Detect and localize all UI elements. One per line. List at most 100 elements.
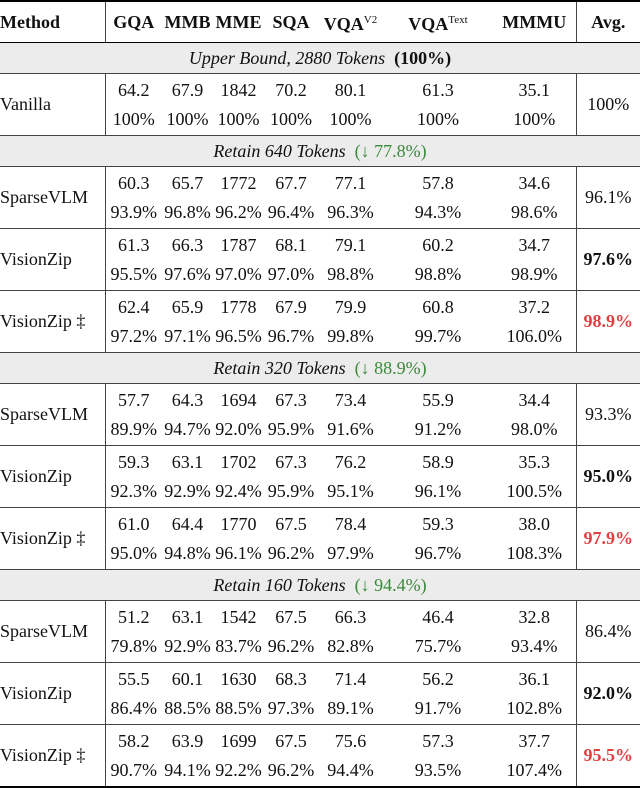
percent: 97.6% xyxy=(164,263,211,284)
score-cell: 32.8 93.4% xyxy=(493,600,576,663)
score-cell: 37.2 106.0% xyxy=(493,290,576,353)
percent: 100% xyxy=(417,108,459,129)
score: 60.2 xyxy=(422,234,454,255)
percent: 96.5% xyxy=(215,325,262,346)
score-cell: 65.7 96.8% xyxy=(162,166,213,229)
score-cell: 55.5 86.4% xyxy=(105,662,162,725)
score: 67.5 xyxy=(275,513,307,534)
avg-cell: 92.0% xyxy=(575,662,640,725)
score: 71.4 xyxy=(334,668,367,689)
avg-cell: 93.3% xyxy=(575,383,640,446)
score: 67.3 xyxy=(275,389,307,410)
header-text: MMMU xyxy=(502,11,567,32)
avg-cell: 98.9% xyxy=(575,290,640,353)
score: 57.3 xyxy=(422,730,454,751)
header-text: MMB xyxy=(164,11,211,32)
percent: 94.3% xyxy=(414,201,462,222)
percent: 94.4% xyxy=(327,759,374,780)
score: 66.3 xyxy=(171,234,204,255)
score-cell: 61.3 95.5% xyxy=(105,228,162,291)
score: 61.0 xyxy=(118,513,150,534)
score: 35.3 xyxy=(518,451,551,472)
data-row: SparseVLM 60.3 93.9% 65.7 96.8% 1772 96.2% 67.7… xyxy=(0,166,640,229)
score-cell: 1772 96.2% xyxy=(213,166,264,229)
score: 59.3 xyxy=(118,451,150,472)
score: 1778 xyxy=(220,296,257,317)
header-text: VQA xyxy=(323,13,364,34)
method-cell: SparseVLM xyxy=(0,166,106,229)
percent: 100.5% xyxy=(506,480,563,501)
score-cell: 64.4 94.8% xyxy=(162,507,213,570)
data-row: VisionZip 59.3 92.3% 63.1 92.9% 1702 92.4% 67.3… xyxy=(0,445,640,508)
score-cell: 79.1 98.8% xyxy=(318,228,383,291)
column-header: MMMU xyxy=(493,0,576,43)
data-row: VisionZip ‡ 62.4 97.2% 65.9 97.1% 1778 96.5% 67… xyxy=(0,290,640,353)
percent: 95.9% xyxy=(267,418,315,439)
section-note: (↓ 94.4%) xyxy=(354,574,427,595)
score-cell: 70.2 100% xyxy=(264,73,318,136)
score: 67.7 xyxy=(275,172,307,193)
score-cell: 1842 100% xyxy=(213,73,264,136)
percent: 88.5% xyxy=(215,697,262,718)
method-cell: VisionZip ‡ xyxy=(0,507,106,570)
percent: 96.7% xyxy=(267,325,315,346)
column-header: Avg. xyxy=(575,0,640,43)
percent: 83.7% xyxy=(215,635,262,656)
percent: 98.0% xyxy=(511,418,558,439)
percent: 79.8% xyxy=(110,635,158,656)
percent: 100% xyxy=(217,108,260,129)
section-row: Retain 160 Tokens (↓ 94.4%) xyxy=(0,569,640,601)
score: 62.4 xyxy=(118,296,150,317)
score-cell: 59.3 92.3% xyxy=(105,445,162,508)
score-cell: 61.3 100% xyxy=(383,73,493,136)
score: 1699 xyxy=(220,730,257,751)
score-cell: 35.1 100% xyxy=(493,73,576,136)
percent: 100% xyxy=(513,108,556,129)
method-cell: SparseVLM xyxy=(0,600,106,663)
header-text: Method xyxy=(0,11,60,32)
section-title: Upper Bound, 2880 Tokens xyxy=(188,47,386,68)
data-row: VisionZip 55.5 86.4% 60.1 88.5% 1630 88.5% 68.3… xyxy=(0,662,640,725)
score-cell: 51.2 79.8% xyxy=(105,600,162,663)
score: 1702 xyxy=(220,451,257,472)
percent: 91.7% xyxy=(414,697,462,718)
score-cell: 60.2 98.8% xyxy=(383,228,493,291)
percent: 108.3% xyxy=(506,542,563,563)
score-cell: 46.4 75.7% xyxy=(383,600,493,663)
percent: 96.3% xyxy=(327,201,374,222)
percent: 82.8% xyxy=(327,635,374,656)
avg-cell: 100% xyxy=(575,73,640,136)
score-cell: 36.1 102.8% xyxy=(493,662,576,725)
score: 63.1 xyxy=(171,451,204,472)
percent: 95.9% xyxy=(267,480,315,501)
section-row: Upper Bound, 2880 Tokens (100%) xyxy=(0,42,640,74)
score: 79.9 xyxy=(334,296,367,317)
section-title-cell: Retain 320 Tokens (↓ 88.9%) xyxy=(0,352,640,384)
percent: 92.2% xyxy=(215,759,262,780)
score-cell: 60.8 99.7% xyxy=(383,290,493,353)
score-cell: 73.4 91.6% xyxy=(318,383,383,446)
method-cell: Vanilla xyxy=(0,73,106,136)
score-cell: 75.6 94.4% xyxy=(318,724,383,788)
score: 61.3 xyxy=(118,234,150,255)
score-cell: 37.7 107.4% xyxy=(493,724,576,788)
score: 1542 xyxy=(220,606,257,627)
avg-cell: 95.0% xyxy=(575,445,640,508)
score: 37.2 xyxy=(518,296,551,317)
percent: 96.2% xyxy=(215,201,262,222)
percent: 96.8% xyxy=(164,201,211,222)
score: 55.9 xyxy=(422,389,454,410)
score: 66.3 xyxy=(334,606,367,627)
method-cell: VisionZip xyxy=(0,445,106,508)
score-cell: 67.3 95.9% xyxy=(264,383,318,446)
score-cell: 66.3 82.8% xyxy=(318,600,383,663)
score: 61.3 xyxy=(422,79,454,100)
score-cell: 56.2 91.7% xyxy=(383,662,493,725)
score: 51.2 xyxy=(118,606,150,627)
method-cell: VisionZip xyxy=(0,662,106,725)
score: 1787 xyxy=(220,234,257,255)
percent: 97.2% xyxy=(110,325,158,346)
score: 1630 xyxy=(220,668,257,689)
score-cell: 63.9 94.1% xyxy=(162,724,213,788)
section-row: Retain 320 Tokens (↓ 88.9%) xyxy=(0,352,640,384)
